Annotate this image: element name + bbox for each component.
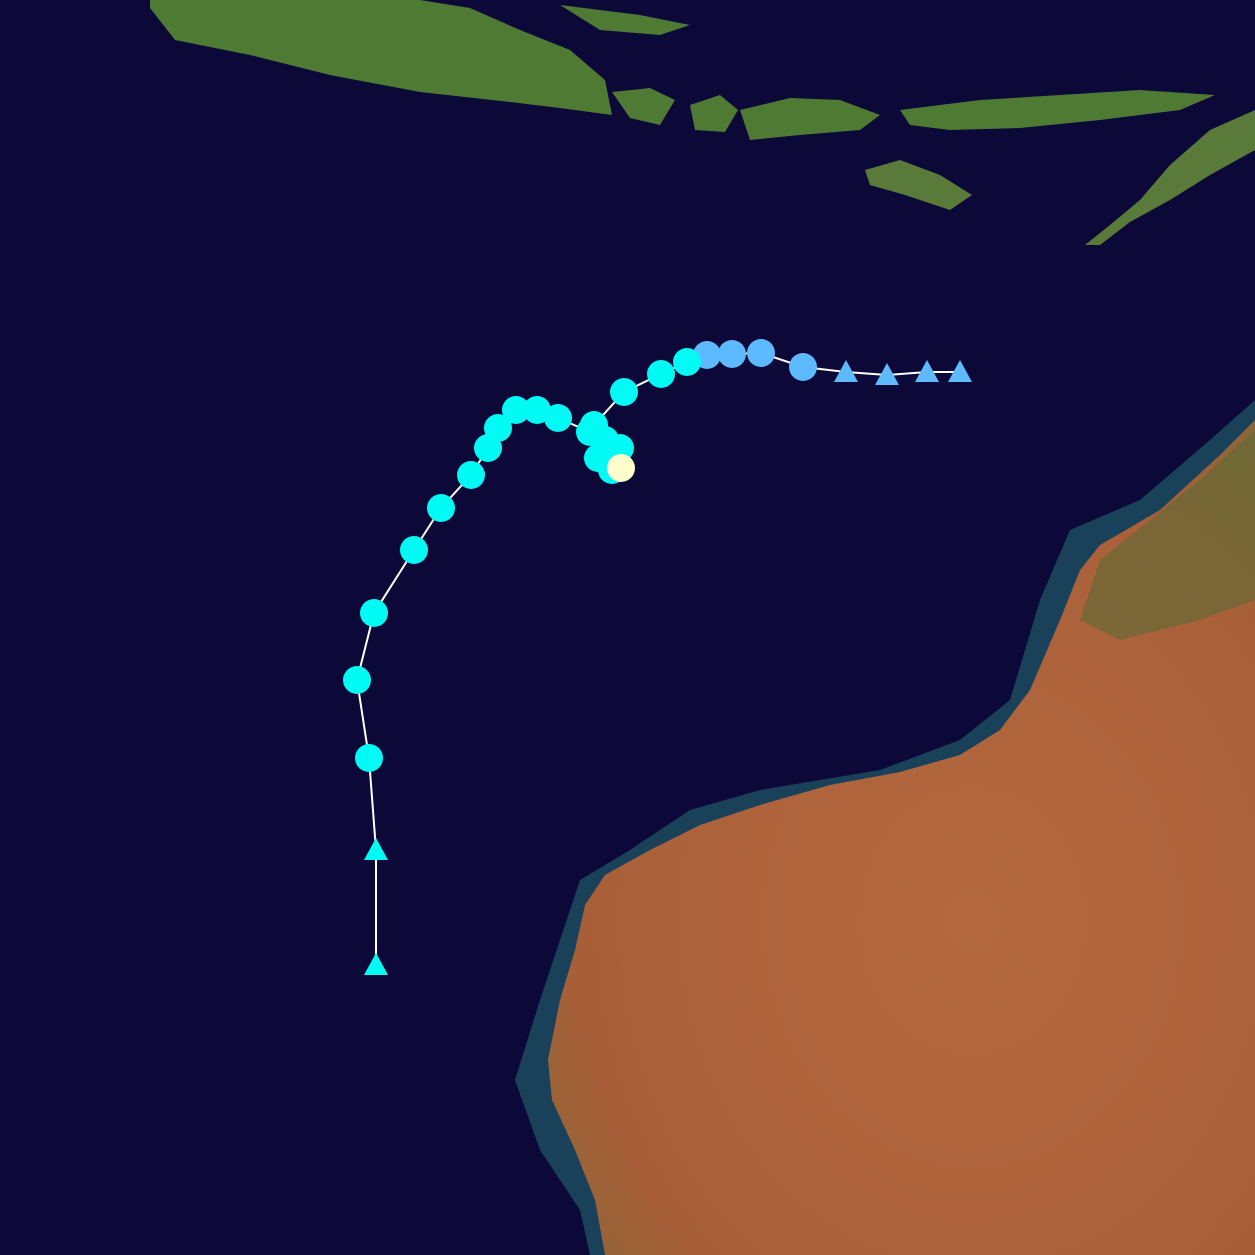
circle-point bbox=[474, 434, 502, 462]
circle-point bbox=[718, 340, 746, 368]
circle-point bbox=[343, 666, 371, 694]
circle-point bbox=[789, 353, 817, 381]
circle-point bbox=[673, 348, 701, 376]
circle-point bbox=[610, 378, 638, 406]
circle-point bbox=[427, 494, 455, 522]
circle-point bbox=[400, 536, 428, 564]
circle-point bbox=[355, 744, 383, 772]
circle-point bbox=[747, 339, 775, 367]
circle-point bbox=[360, 599, 388, 627]
circle-point bbox=[457, 461, 485, 489]
circle-point bbox=[647, 360, 675, 388]
peak-point bbox=[607, 454, 635, 482]
